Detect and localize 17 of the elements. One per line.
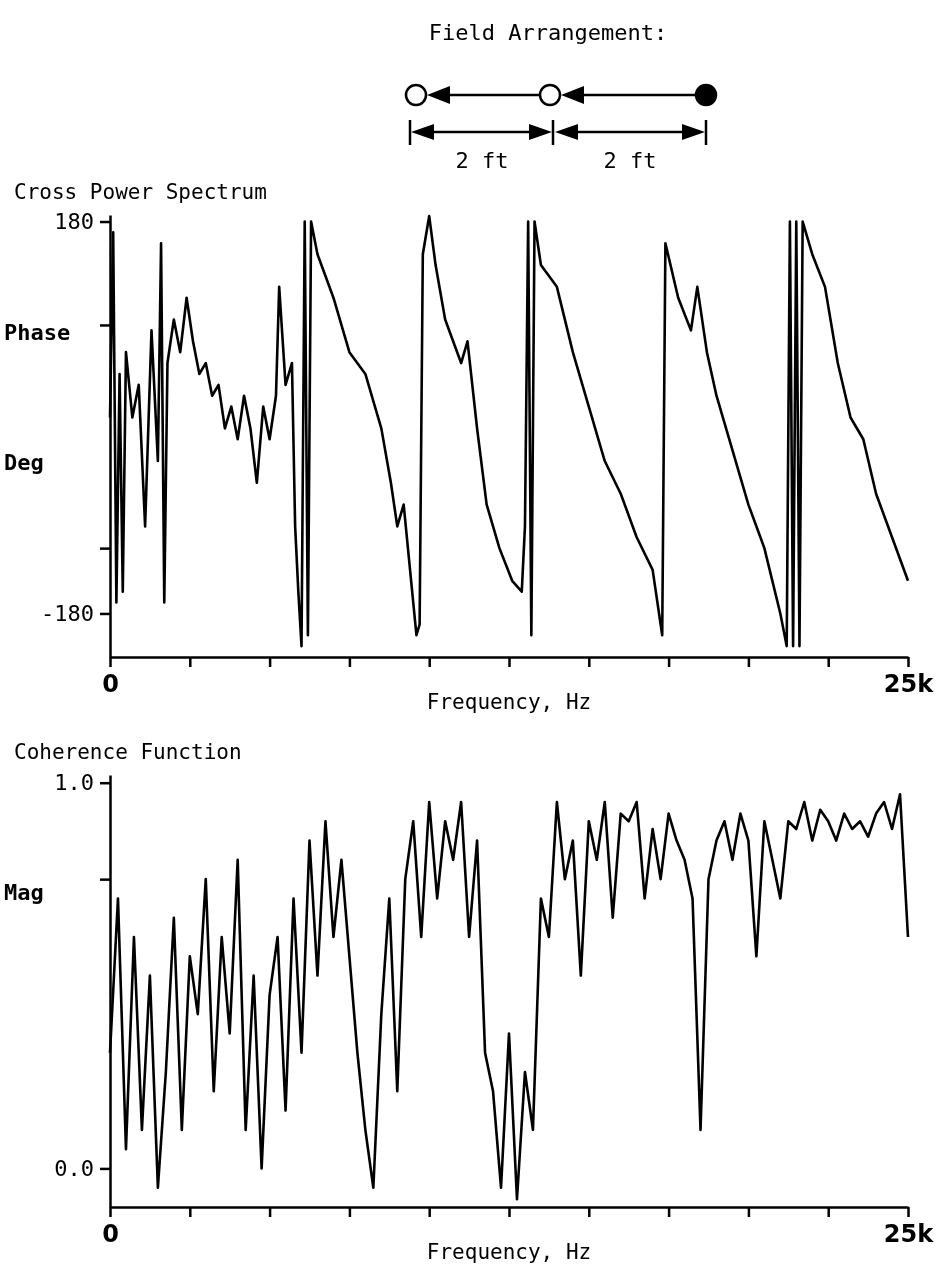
chart-title: Cross Power Spectrum <box>14 180 267 204</box>
x-tick-label: 25k <box>883 1220 935 1249</box>
x-tick-label: 0 <box>102 1220 119 1249</box>
chart-title: Coherence Function <box>14 740 242 764</box>
y-tick-label: -180 <box>41 600 94 626</box>
text: 2 ft <box>603 148 657 173</box>
x-axis-title: Frequency, Hz <box>426 690 592 714</box>
text: Phase Deg <box>4 320 71 475</box>
y-tick-label: 1.0 <box>54 770 94 796</box>
text: Field Arrangement: <box>428 20 668 45</box>
y-axis-title: Mag <box>4 880 44 905</box>
x-axis-title: Frequency, Hz <box>426 1240 592 1264</box>
y-tick-label: 180 <box>54 209 94 235</box>
y-tick-label: 0.0 <box>54 1155 94 1181</box>
x-tick-label: 25k <box>883 670 935 699</box>
text: 2 ft <box>455 148 509 173</box>
x-tick-label: 0 <box>102 670 119 699</box>
